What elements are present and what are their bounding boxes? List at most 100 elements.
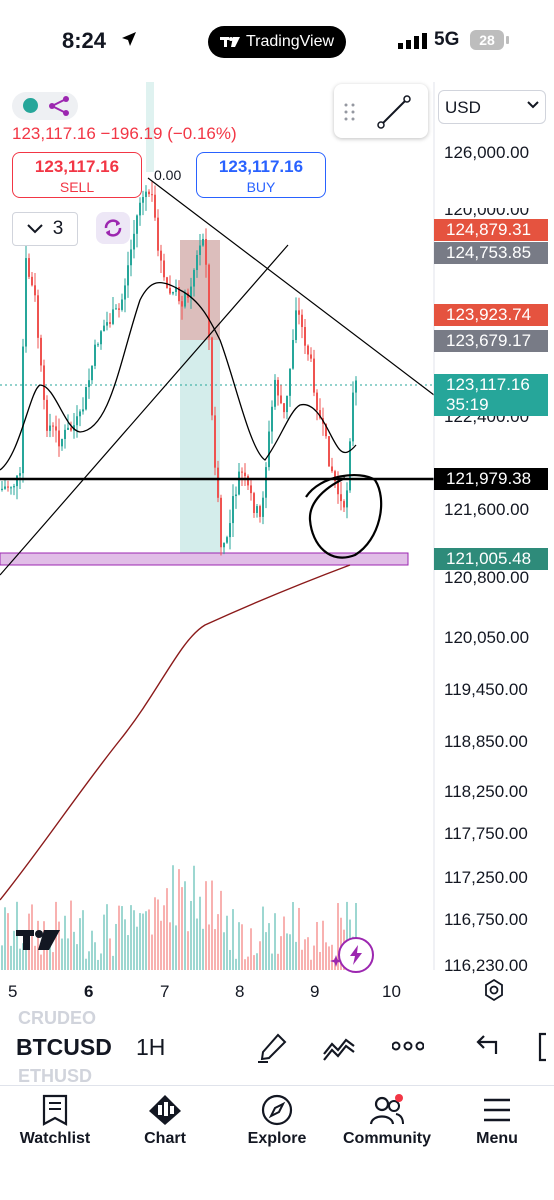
- candle-body: [232, 496, 234, 524]
- price-chart[interactable]: [0, 0, 554, 1010]
- compass-icon: [261, 1094, 293, 1126]
- sparkle-icon: [330, 955, 342, 967]
- candle-body: [76, 416, 78, 426]
- candle-body: [70, 427, 72, 431]
- currency-value: USD: [445, 98, 481, 117]
- candle-body: [298, 310, 300, 315]
- more-icon[interactable]: [392, 1040, 424, 1052]
- candle-body: [205, 238, 207, 265]
- volume-bar: [253, 955, 255, 970]
- sync-button[interactable]: [96, 212, 130, 244]
- volume-bar: [118, 905, 120, 970]
- short-ma-line: [0, 281, 357, 471]
- undo-icon[interactable]: [474, 1032, 500, 1060]
- price-tag: 124,879.31: [434, 219, 548, 241]
- candle-body: [184, 292, 186, 307]
- nav-label: Watchlist: [19, 1130, 91, 1147]
- candle-body: [319, 410, 321, 419]
- volume-bar: [313, 945, 315, 970]
- candle-body: [49, 425, 51, 431]
- candle-body: [139, 202, 141, 216]
- current-price-tag: 123,117.16 35:19: [434, 374, 548, 416]
- volume-bar: [325, 942, 327, 970]
- time-label: 5: [8, 982, 18, 1001]
- nav-item-watchlist[interactable]: Watchlist: [0, 1094, 110, 1148]
- sell-button[interactable]: 123,117.16 SELL: [12, 152, 142, 198]
- share-icon[interactable]: [48, 96, 70, 116]
- candle-body: [112, 309, 114, 324]
- price-change-line: 123,117.16 −196.19 (−0.16%): [12, 124, 237, 143]
- candle-body: [352, 392, 354, 442]
- flash-button[interactable]: [338, 937, 374, 973]
- candle-body: [31, 276, 33, 286]
- volume-bar: [283, 916, 285, 970]
- app-pill: TradingView: [208, 26, 346, 58]
- volume-bar: [4, 907, 6, 970]
- volume-bar: [274, 913, 276, 970]
- candle-body: [16, 475, 18, 487]
- volume-bar: [250, 928, 252, 970]
- status-bar: 8:24 TradingView 5G 28: [0, 0, 554, 82]
- app-pill-label: TradingView: [245, 33, 335, 50]
- fullscreen-icon[interactable]: [536, 1032, 554, 1062]
- candle-body: [124, 285, 126, 300]
- axis-label: 120,800.00: [444, 568, 530, 587]
- candle-body: [34, 285, 36, 296]
- volume-bar: [271, 953, 273, 970]
- fib-label: 0.00: [154, 167, 182, 183]
- nav-item-explore[interactable]: Explore: [222, 1094, 332, 1148]
- volume-bar: [322, 920, 324, 970]
- volume-bar: [244, 959, 246, 970]
- volume-bar: [226, 915, 228, 970]
- volume-bar: [355, 903, 357, 970]
- indicators-icon[interactable]: [322, 1032, 356, 1064]
- brush-icon[interactable]: [256, 1032, 288, 1064]
- candle-body: [343, 501, 345, 508]
- symbol-ghost-below: ETHUSD: [18, 1066, 93, 1086]
- currency-select[interactable]: USD: [438, 90, 546, 124]
- volume-bar: [229, 949, 231, 970]
- nav-item-chart[interactable]: Chart: [110, 1094, 220, 1148]
- candle-body: [115, 308, 117, 310]
- candle-body: [346, 490, 348, 508]
- candle-body: [250, 485, 252, 494]
- candle-body: [145, 191, 147, 198]
- sell-label: SELL: [59, 179, 95, 195]
- volume-bar: [124, 919, 126, 970]
- volume-bar: [121, 906, 123, 970]
- volume-bar: [172, 865, 174, 970]
- time-label: 7: [160, 982, 170, 1001]
- candle-body: [157, 217, 159, 251]
- candle-body: [163, 260, 165, 278]
- candle-body: [37, 295, 39, 338]
- volume-bar: [100, 953, 102, 970]
- ascending-trendline: [0, 244, 289, 576]
- candle-body: [259, 506, 261, 517]
- volume-bar: [277, 953, 279, 970]
- sell-price: 123,117.16: [34, 157, 120, 176]
- candle-body: [241, 471, 243, 473]
- volume-bar: [208, 924, 210, 970]
- trendline-tool-icon[interactable]: [376, 94, 412, 130]
- volume-bar: [7, 913, 9, 970]
- volume-bar: [202, 928, 204, 970]
- settings-icon[interactable]: [482, 978, 506, 1002]
- indicators-collapse-button[interactable]: 3: [12, 212, 78, 246]
- drag-handle-icon[interactable]: [344, 102, 356, 122]
- volume-bar: [220, 890, 222, 970]
- candle-body: [133, 233, 135, 250]
- candle-body: [193, 270, 195, 287]
- drawing-tool-box[interactable]: [334, 84, 428, 138]
- volume-bar: [19, 948, 21, 970]
- buy-button[interactable]: 123,117.16 BUY: [196, 152, 326, 198]
- volume-bar: [163, 905, 165, 970]
- volume-bar: [304, 939, 306, 970]
- timeframe-label[interactable]: 1H: [136, 1034, 166, 1060]
- volume-bar: [145, 911, 147, 970]
- symbol-name[interactable]: BTCUSD: [16, 1034, 112, 1060]
- nav-item-menu[interactable]: Menu: [442, 1094, 552, 1148]
- network-label: 5G: [434, 29, 460, 50]
- nav-item-community[interactable]: Community: [332, 1094, 442, 1148]
- volume-bars: [1, 865, 357, 970]
- candle-body: [274, 379, 276, 407]
